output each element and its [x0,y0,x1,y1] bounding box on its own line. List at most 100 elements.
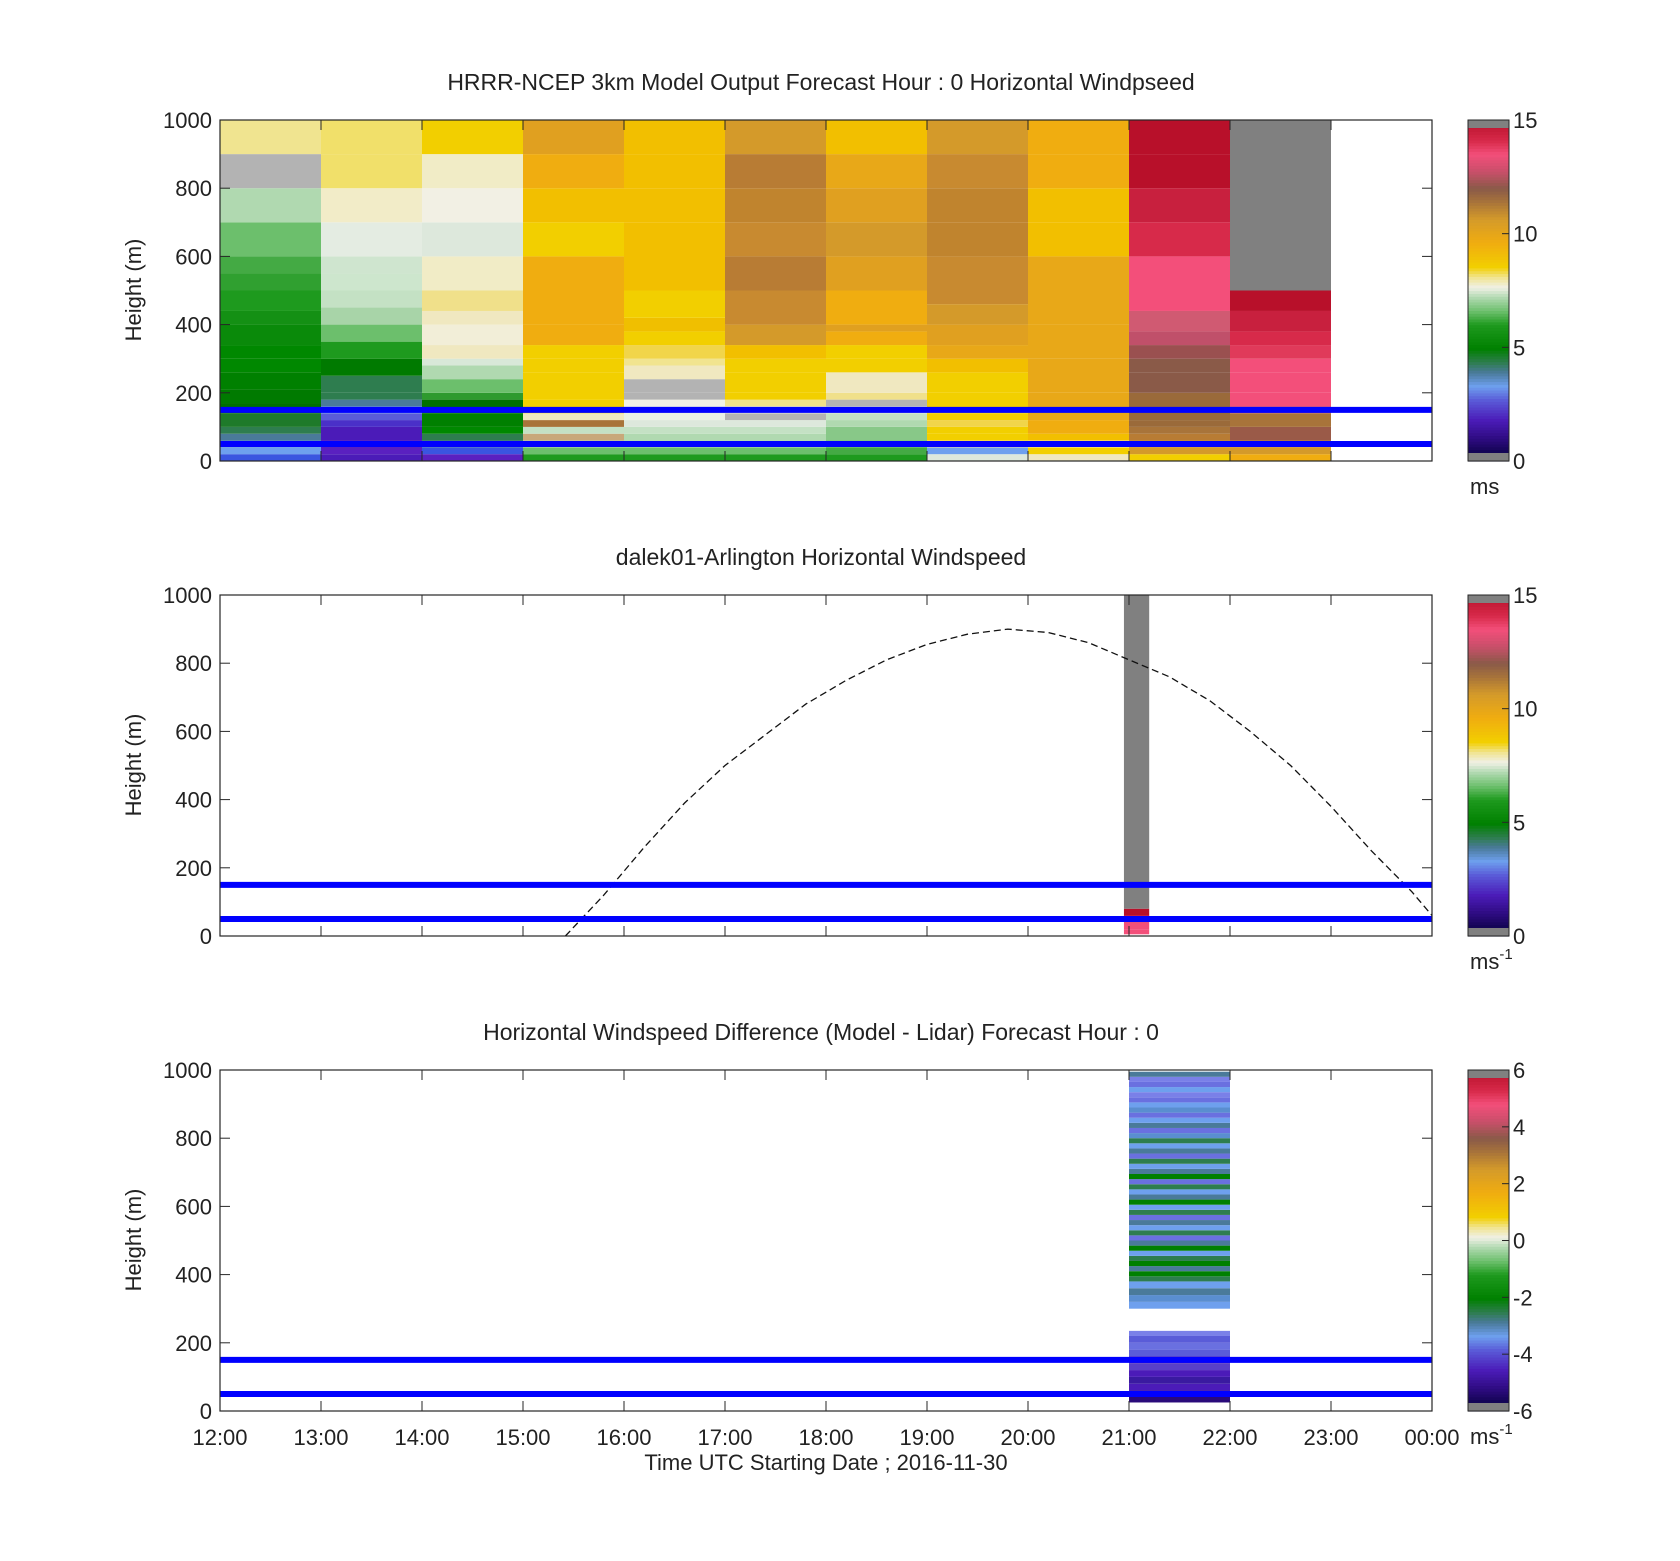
panel-difference-title: Horizontal Windspeed Difference (Model -… [483,1019,1159,1045]
colorbar-swatch [1468,734,1509,738]
heatmap-cell-2-0-25 [1129,1225,1230,1231]
heatmap-cell-2-0-37 [1129,1163,1230,1169]
colorbar-swatch [1468,1192,1509,1196]
colorbar-swatch [1468,1177,1509,1182]
colorbar-swatch [1468,688,1509,693]
colorbar-swatch [1468,159,1509,164]
heatmap-cell-2-0-43 [1129,1133,1230,1139]
heatmap-cell-0-0-15 [220,256,321,274]
heatmap-cell-0-6-15 [826,290,927,325]
heatmap-cell-0-3-17 [523,120,624,155]
colorbar-swatch [1468,1317,1509,1321]
colorbar-swatch [1468,1200,1509,1205]
colorbar-swatch [1468,273,1509,277]
ytick-label: 200 [175,381,212,406]
colorbar-swatch [1468,185,1509,189]
ytick-label: 200 [175,1331,212,1356]
ytick-label: 400 [175,788,212,813]
colorbar-swatch [1468,415,1509,419]
heatmap-cell-0-9-5 [1129,420,1230,427]
colorbar-swatch [1468,247,1509,252]
heatmap-cell-0-9-6 [1129,392,1230,421]
colorbar-swatch [1468,432,1509,437]
colorbar-swatch [1468,1331,1509,1335]
colorbar-swatch [1468,774,1509,778]
heatmap-cell-0-6-10 [826,372,927,386]
panel-model: HRRR-NCEP 3km Model Output Forecast Hour… [121,69,1537,499]
colorbar-swatch [1468,188,1509,192]
heatmap-cell-0-5-7 [725,399,826,407]
colorbar-swatch [1468,1260,1509,1264]
colorbar-swatch [1468,1388,1509,1392]
colorbar-swatch [1468,847,1509,852]
heatmap-cell-0-9-8 [1129,358,1230,373]
heatmap-cell-2-0-23 [1129,1235,1230,1241]
colorbar-swatch [1468,253,1509,257]
colorbar-swatch [1468,748,1509,752]
heatmap-cell-0-8-6 [1028,358,1129,393]
heatmap-cell-0-8-10 [1028,222,1129,257]
colorbar-swatch [1468,634,1509,639]
heatmap-cell-0-6-17 [826,222,927,257]
ytick-label: 600 [175,1194,212,1219]
colorbar-swatch [1468,333,1509,337]
colorbar-swatch [1468,372,1509,377]
colorbar-swatch [1468,631,1509,636]
heatmap-cell-2-0-27 [1129,1214,1230,1221]
heatmap-cell-0-10-9 [1230,345,1331,359]
panel-model-heatmap [220,120,1331,461]
colorbar-swatch [1468,845,1509,849]
colorbar-swatch [1468,1374,1509,1378]
heatmap-cell-0-3-9 [523,358,624,373]
colorbar-swatch [1468,808,1509,812]
heatmap-cell-0-6-3 [826,426,927,441]
heatmap-cell-0-5-12 [725,324,826,346]
heatmap-cell-1-0-4 [1123,595,1150,909]
colorbar-swatch [1468,813,1509,818]
colorbar-swatch [1468,1089,1509,1094]
ytick-label: 400 [175,1263,212,1288]
heatmap-cell-0-1-3 [321,420,422,427]
heatmap-cell-0-0-18 [220,154,321,189]
xtick-label: 16:00 [596,1425,651,1450]
heatmap-cell-0-2-5 [422,413,523,427]
colorbar-swatch [1468,1189,1509,1193]
colorbar-swatch [1468,165,1509,169]
colorbar-swatch [1468,338,1509,343]
heatmap-cell-2-0-34 [1129,1179,1230,1185]
colorbar-swatch [1468,640,1509,644]
heatmap-cell-0-7-11 [927,324,1028,346]
colorbar-swatch [1468,1385,1509,1389]
ytick-label: 0 [200,924,212,949]
colorbar-swatch [1468,142,1509,147]
colorbar-swatch [1468,822,1509,826]
heatmap-cell-0-7-16 [927,188,1028,223]
heatmap-cell-0-10-13 [1230,120,1331,291]
xtick-label: 19:00 [899,1425,954,1450]
colorbar-swatch [1468,1101,1509,1105]
heatmap-cell-0-1-16 [321,222,422,257]
colorbar-swatch [1468,691,1509,696]
heatmap-cell-0-5-8 [725,392,826,400]
colorbar-swatch [1468,1314,1509,1318]
heatmap-cell-0-8-0 [1028,454,1129,461]
colorbar-swatch [1468,344,1509,348]
colorbar-swatch [1468,668,1509,673]
heatmap-cell-0-0-10 [220,345,321,359]
colorbar-swatch [1468,1393,1509,1398]
ytick-label: 1000 [163,583,212,608]
heatmap-cell-2-0-38 [1129,1158,1230,1164]
colorbar-swatch [1468,870,1509,875]
colorbar-swatch [1468,355,1509,360]
heatmap-cell-2-0-47 [1129,1112,1230,1118]
colorbar-swatch [1468,623,1509,627]
colorbar-swatch [1468,830,1509,835]
colorbar-swatch [1468,145,1509,150]
heatmap-cell-2-0-20 [1129,1250,1230,1256]
colorbar-swatch [1468,754,1509,758]
colorbar-swatch [1468,409,1509,414]
colorbar-swatch [1468,245,1509,249]
heatmap-cell-0-2-9 [422,365,523,380]
heatmap-cell-0-7-9 [927,358,1028,373]
colorbar-swatch [1468,1308,1509,1313]
